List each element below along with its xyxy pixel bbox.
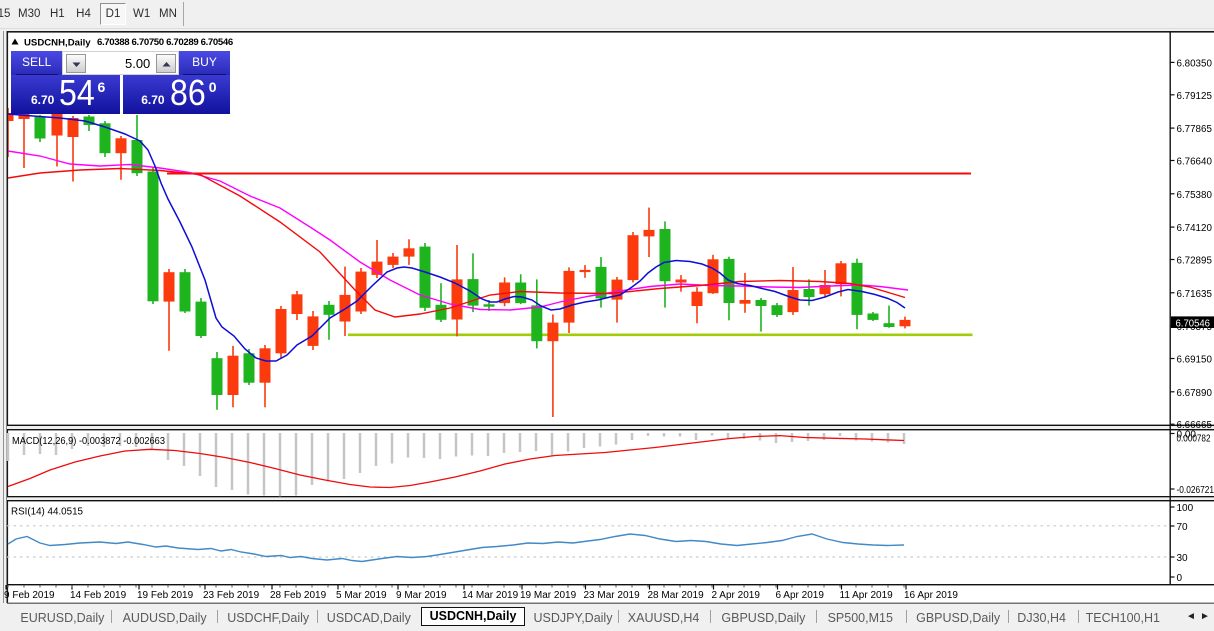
svg-text:5 Mar 2019: 5 Mar 2019 <box>336 590 387 601</box>
svg-text:USDCNH,Daily: USDCNH,Daily <box>24 38 91 49</box>
svg-text:0.000782: 0.000782 <box>1177 434 1211 445</box>
svg-text:30: 30 <box>1177 553 1189 564</box>
svg-text:6.66665: 6.66665 <box>1177 420 1213 431</box>
svg-text:14 Mar 2019: 14 Mar 2019 <box>462 590 519 601</box>
svg-text:16 Apr 2019: 16 Apr 2019 <box>904 590 958 601</box>
svg-text:28 Feb 2019: 28 Feb 2019 <box>270 590 327 601</box>
svg-text:6.67890: 6.67890 <box>1177 388 1213 399</box>
svg-text:28 Mar 2019: 28 Mar 2019 <box>648 590 705 601</box>
svg-text:6 Apr 2019: 6 Apr 2019 <box>776 590 825 601</box>
svg-text:6.70388 6.70750 6.70289 6.7054: 6.70388 6.70750 6.70289 6.70546 <box>97 37 233 48</box>
svg-text:19 Feb 2019: 19 Feb 2019 <box>137 590 194 601</box>
svg-text:0.00: 0.00 <box>1177 430 1197 441</box>
svg-text:6.71635: 6.71635 <box>1177 289 1213 300</box>
svg-text:6.72895: 6.72895 <box>1177 256 1213 267</box>
svg-text:6.79125: 6.79125 <box>1177 91 1213 102</box>
svg-text:6.75380: 6.75380 <box>1177 190 1213 201</box>
svg-text:9 Mar 2019: 9 Mar 2019 <box>396 590 447 601</box>
svg-text:-0.026721: -0.026721 <box>1177 485 1214 496</box>
svg-text:100: 100 <box>1177 503 1194 514</box>
svg-text:9 Feb 2019: 9 Feb 2019 <box>4 590 55 601</box>
svg-text:MACD(12,26,9) -0.003872 -0.002: MACD(12,26,9) -0.003872 -0.002663 <box>12 436 165 447</box>
svg-text:6.76640: 6.76640 <box>1177 157 1213 168</box>
svg-text:2 Apr 2019: 2 Apr 2019 <box>712 590 761 601</box>
svg-text:RSI(14) 44.0515: RSI(14) 44.0515 <box>11 507 83 518</box>
svg-text:6.80350: 6.80350 <box>1177 58 1213 69</box>
svg-text:70: 70 <box>1177 522 1189 533</box>
svg-text:14 Feb 2019: 14 Feb 2019 <box>70 590 127 601</box>
svg-text:19 Mar 2019: 19 Mar 2019 <box>520 590 577 601</box>
svg-text:6.74120: 6.74120 <box>1177 223 1213 234</box>
svg-text:6.70546: 6.70546 <box>1176 318 1211 329</box>
svg-text:23 Mar 2019: 23 Mar 2019 <box>584 590 641 601</box>
svg-text:6.77865: 6.77865 <box>1177 124 1213 135</box>
svg-text:0: 0 <box>1177 573 1183 584</box>
svg-text:11 Apr 2019: 11 Apr 2019 <box>840 590 894 601</box>
svg-text:6.69150: 6.69150 <box>1177 355 1213 366</box>
svg-text:23 Feb 2019: 23 Feb 2019 <box>203 590 260 601</box>
